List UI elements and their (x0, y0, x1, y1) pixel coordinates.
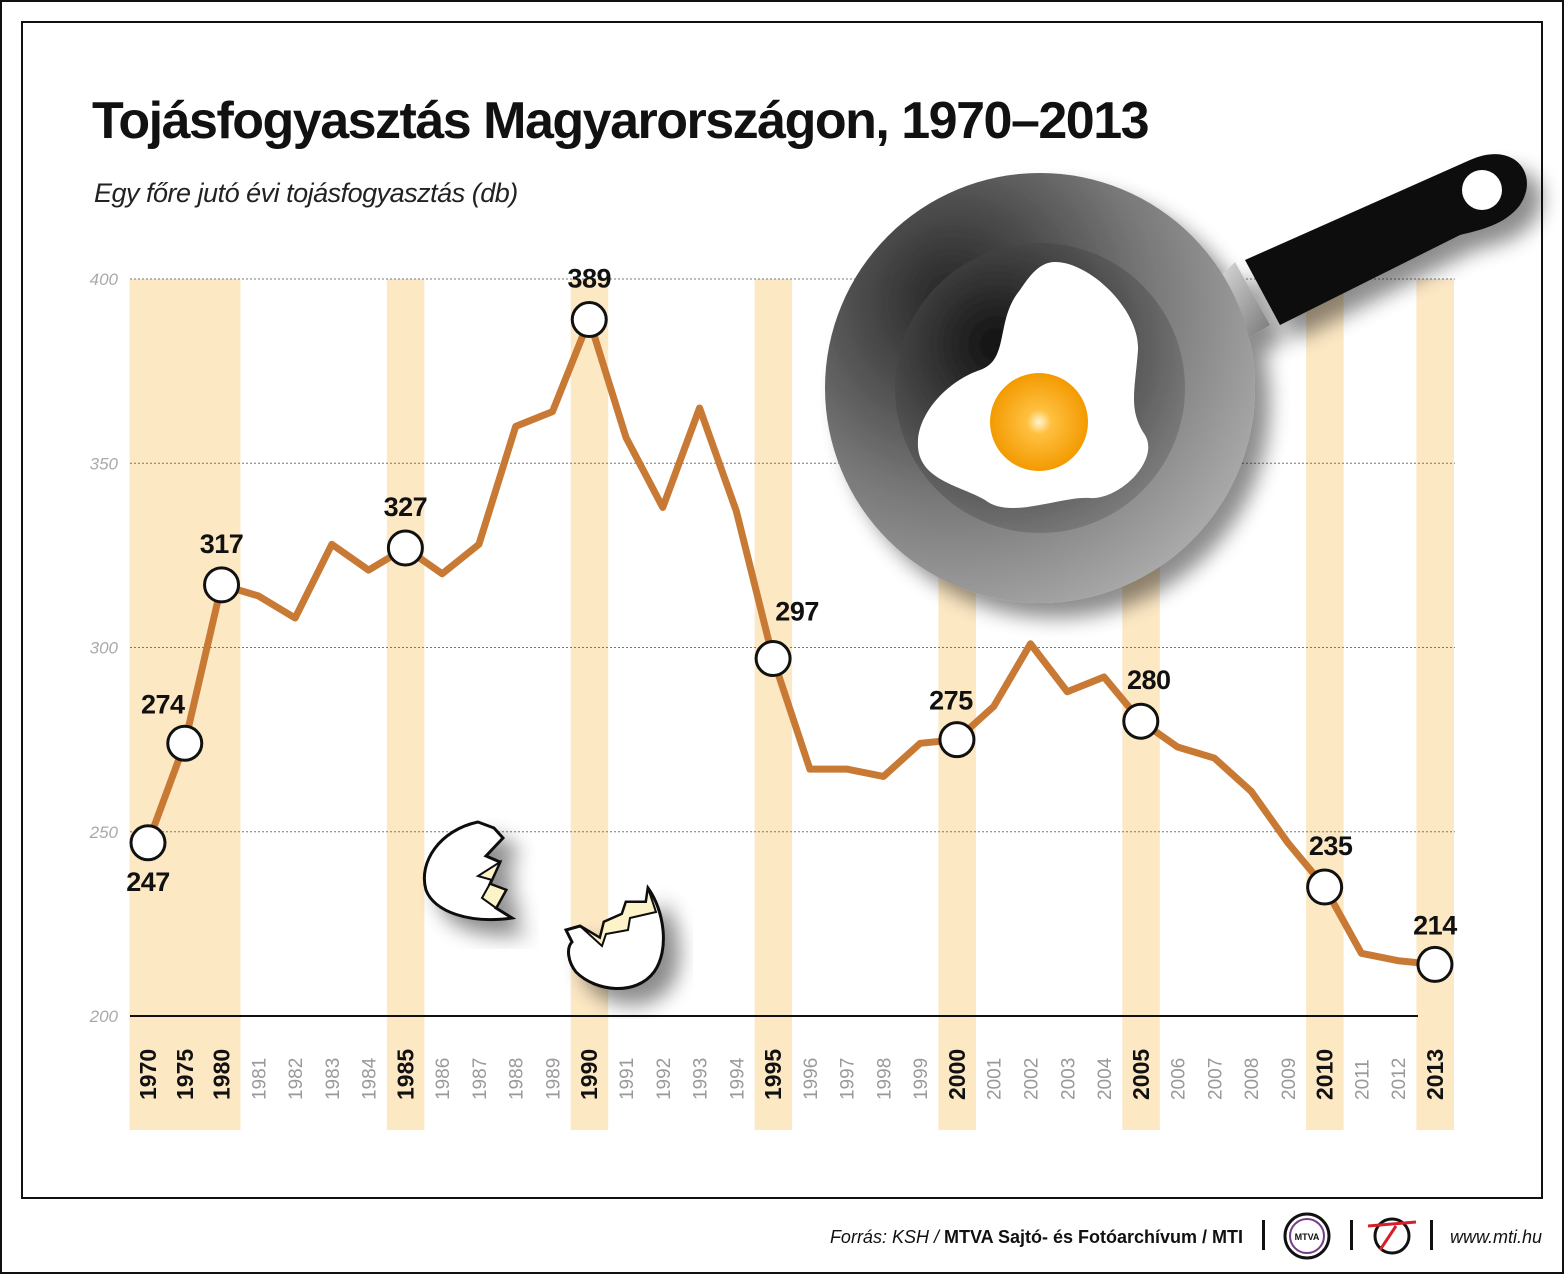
x-tick-label: 1992 (654, 1058, 675, 1100)
mtva-logo-text: MTVA (1295, 1232, 1320, 1242)
website-link[interactable]: www.mti.hu (1450, 1227, 1542, 1247)
data-point-1975 (166, 724, 204, 762)
data-point-2000 (938, 721, 976, 759)
x-tick-label: 2012 (1389, 1058, 1410, 1100)
x-tick-label: 1983 (323, 1058, 344, 1100)
footer-divider (1350, 1220, 1353, 1250)
data-label-2013: 214 (1413, 910, 1457, 940)
frying-pan-icon (825, 154, 1527, 603)
mti-logo (1367, 1217, 1417, 1255)
highlight-band-1975 (166, 279, 204, 1130)
y-axis-ticks: 200 250 300 350 400 (89, 270, 119, 1026)
x-tick-label: 2008 (1242, 1058, 1263, 1100)
x-tick-label: 1995 (760, 1049, 786, 1100)
x-tick-label: 2006 (1169, 1058, 1190, 1100)
data-label-1985: 327 (384, 492, 428, 522)
data-labels: 247 274 317 327 389 297 275 280 235 214 (126, 264, 1457, 941)
x-tick-label: 2002 (1021, 1058, 1042, 1100)
x-tick-label: 1975 (172, 1049, 198, 1100)
data-point-1980 (203, 566, 241, 604)
x-tick-label: 2003 (1058, 1058, 1079, 1100)
x-tick-label: 1997 (838, 1058, 859, 1100)
highlight-band-1990 (570, 279, 609, 1130)
data-point-1970 (129, 824, 167, 862)
y-tick-label: 200 (89, 1007, 119, 1026)
data-point-1990 (570, 301, 608, 339)
y-tick-label: 250 (89, 823, 119, 842)
y-tick-label: 400 (90, 270, 119, 289)
highlight-band-1985 (386, 279, 425, 1130)
x-tick-label: 1994 (727, 1057, 748, 1100)
footer-divider (1262, 1220, 1265, 1250)
data-points (129, 301, 1454, 983)
data-label-1995: 297 (775, 597, 819, 627)
x-tick-label: 2009 (1279, 1058, 1300, 1100)
source-bold: MTVA Sajtó- és Fotóarchívum / MTI (944, 1227, 1243, 1247)
data-point-2005 (1122, 702, 1160, 740)
x-tick-label: 2011 (1352, 1059, 1373, 1100)
data-label-2000: 275 (929, 686, 973, 716)
chart-title: Tojásfogyasztás Magyarországon, 1970–201… (92, 92, 1149, 150)
eggshell-left-icon (423, 820, 517, 922)
x-tick-label: 2004 (1095, 1057, 1116, 1100)
data-point-1985 (386, 529, 424, 567)
x-tick-label: 2000 (944, 1049, 970, 1100)
x-tick-label: 1986 (433, 1058, 454, 1100)
x-tick-label: 1988 (507, 1058, 528, 1100)
x-tick-label: 1989 (543, 1058, 564, 1100)
data-label-2010: 235 (1309, 831, 1353, 861)
x-tick-label: 2010 (1312, 1049, 1338, 1100)
eggshell-right-icon (563, 884, 665, 990)
x-tick-label: 2007 (1205, 1058, 1226, 1100)
highlight-band-2010 (1306, 279, 1344, 1130)
x-tick-label: 1981 (249, 1058, 270, 1100)
x-tick-label: 1987 (470, 1058, 491, 1100)
data-label-1980: 317 (200, 529, 244, 559)
x-tick-label: 1970 (135, 1049, 161, 1100)
x-tick-label: 1996 (801, 1058, 822, 1100)
x-tick-label: 1999 (911, 1058, 932, 1100)
data-label-2005: 280 (1127, 665, 1171, 695)
x-tick-label: 1993 (691, 1058, 712, 1100)
data-point-2010 (1306, 868, 1344, 906)
highlight-band-1970 (129, 279, 167, 1130)
data-label-1990: 389 (567, 264, 611, 294)
data-point-1995 (754, 640, 792, 678)
x-tick-label: 2013 (1422, 1049, 1448, 1100)
highlight-band-2013 (1416, 279, 1454, 1130)
highlight-band-1980 (203, 279, 241, 1130)
source-prefix: Forrás: KSH / (830, 1227, 944, 1247)
mtva-logo: MTVA (1283, 1212, 1331, 1260)
x-axis-ticks: 1970 1975 1980 1981 1982 1983 1984 1985 1986 1987… (135, 1049, 1448, 1100)
x-tick-label: 1982 (286, 1058, 307, 1100)
footer-divider (1430, 1220, 1433, 1250)
y-tick-label: 300 (90, 639, 119, 658)
series-line (144, 316, 1436, 968)
data-point-2013 (1416, 945, 1454, 983)
source-text: Forrás: KSH / MTVA Sajtó- és Fotóarchívu… (830, 1227, 1243, 1247)
x-tick-label: 1991 (617, 1058, 638, 1100)
x-tick-label: 2005 (1128, 1049, 1154, 1100)
x-tick-label: 1990 (576, 1049, 602, 1100)
data-label-1975: 274 (141, 689, 185, 719)
x-tick-label: 1984 (360, 1057, 381, 1100)
data-label-1970: 247 (126, 867, 170, 897)
x-tick-label: 1985 (392, 1049, 418, 1100)
x-tick-label: 2001 (985, 1058, 1006, 1100)
x-tick-label: 1980 (209, 1049, 235, 1100)
chart-subtitle: Egy főre jutó évi tojásfogyasztás (db) (94, 178, 518, 208)
y-tick-label: 350 (90, 454, 119, 473)
x-tick-label: 1998 (874, 1058, 895, 1100)
